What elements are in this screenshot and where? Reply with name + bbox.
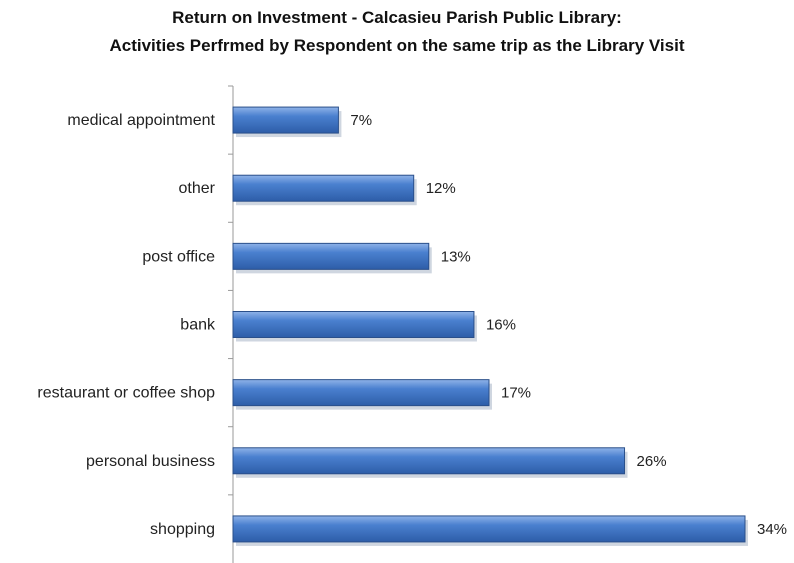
chart-title: Return on Investment - Calcasieu Parish … [172, 8, 622, 27]
bar [232, 379, 490, 407]
data-label: 13% [441, 248, 471, 265]
bar [232, 106, 339, 134]
bar [232, 311, 475, 338]
category-label: restaurant or coffee shop [37, 385, 215, 402]
bar [232, 447, 626, 475]
bar [232, 174, 415, 202]
bar [232, 242, 430, 270]
data-label: 17% [501, 385, 531, 402]
data-label: 26% [637, 453, 667, 470]
category-label: bank [180, 317, 216, 334]
data-label: 12% [426, 180, 456, 197]
data-label: 16% [486, 317, 516, 334]
category-label: personal business [86, 453, 215, 470]
category-label: shopping [150, 521, 215, 538]
data-label: 34% [757, 521, 787, 538]
bar [232, 515, 746, 543]
data-label: 7% [350, 112, 372, 129]
category-label: post office [142, 248, 215, 265]
chart-subtitle: Activities Perfrmed by Respondent on the… [109, 36, 685, 55]
category-label: other [179, 180, 216, 197]
category-label: medical appointment [67, 112, 215, 129]
